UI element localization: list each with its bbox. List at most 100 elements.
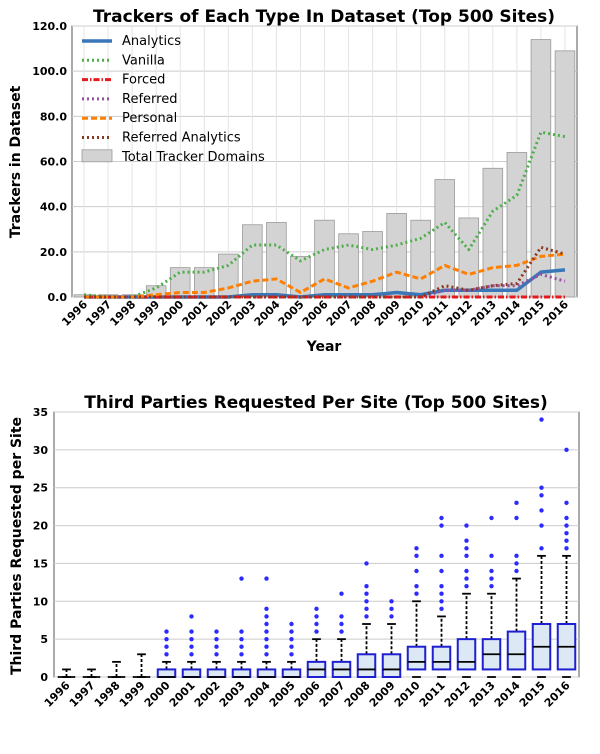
chart2-x-tick-label: 2011 xyxy=(417,679,448,710)
box-outlier xyxy=(189,614,194,619)
box-outlier xyxy=(539,493,544,498)
box-outlier xyxy=(164,636,169,642)
chart2-x-tick-label: 2001 xyxy=(167,679,198,710)
box-iqr xyxy=(231,668,252,679)
box-iqr xyxy=(506,630,527,671)
chart2-boxes xyxy=(57,417,577,679)
chart2-x-tick-label: 2003 xyxy=(217,679,248,710)
box-outlier xyxy=(514,500,519,506)
box-outlier xyxy=(464,523,469,528)
box-outlier xyxy=(564,530,569,536)
chart2-plot-area xyxy=(53,411,580,678)
box-outlier xyxy=(264,614,269,619)
box-outlier xyxy=(264,652,269,657)
box-outlier xyxy=(564,523,569,528)
chart1-y-ticks: 0.0 20.0 40.0 60.0 80.0 100.0 120.0 xyxy=(32,20,67,304)
box-outlier xyxy=(314,629,319,634)
box-outlier xyxy=(564,546,569,551)
chart2-x-tick-label: 2016 xyxy=(542,679,573,710)
chart1-x-tick-label: 2009 xyxy=(372,298,403,329)
chart2-x-tick-label: 2004 xyxy=(242,679,273,710)
box-outlier xyxy=(464,546,469,551)
box-outlier xyxy=(364,606,369,612)
chart1-x-tick-label: 2016 xyxy=(540,298,571,329)
box-outlier xyxy=(514,568,519,574)
chart2-y-axis-label: Third Parties Requested per Site xyxy=(9,417,25,675)
chart2-y-tick-label: 35 xyxy=(33,406,48,419)
chart1-lines xyxy=(83,130,566,299)
total-tracker-bar xyxy=(242,224,263,298)
chart1-x-tick-label: 2003 xyxy=(228,298,259,329)
chart1-y-tick-label: 120.0 xyxy=(32,20,67,33)
legend-label: Vanilla xyxy=(122,53,165,68)
box-outlier xyxy=(514,561,519,566)
box-outlier xyxy=(164,629,169,634)
box-iqr xyxy=(406,645,427,671)
chart1-y-tick-label: 60.0 xyxy=(40,156,67,169)
box-outlier xyxy=(489,576,494,581)
box-outlier xyxy=(564,515,569,521)
box-outlier xyxy=(414,568,419,574)
box-outlier xyxy=(189,636,194,642)
box-outlier xyxy=(489,553,494,559)
chart2-x-tick-label: 1997 xyxy=(67,679,98,710)
chart2-y-ticks: 0 5 10 15 20 25 30 35 xyxy=(33,406,49,684)
chart1-x-tick-label: 2008 xyxy=(348,298,379,329)
box-outlier xyxy=(289,644,294,649)
box-outlier xyxy=(214,636,219,642)
chart1-x-tick-label: 2004 xyxy=(252,298,283,329)
chart1-y-tick-label: 100.0 xyxy=(32,65,67,78)
chart1-x-tick-label: 2006 xyxy=(300,298,331,329)
box-outlier xyxy=(464,576,469,581)
total-tracker-bar xyxy=(386,213,407,298)
box-outlier xyxy=(489,568,494,574)
chart1-x-tick-label: 2000 xyxy=(155,298,186,329)
total-tracker-bar xyxy=(554,50,576,298)
chart1-y-tick-label: 80.0 xyxy=(40,110,67,123)
box-iqr xyxy=(256,668,277,679)
box-iqr xyxy=(281,668,302,679)
box-outlier xyxy=(314,621,319,627)
box-outlier xyxy=(239,629,244,634)
chart1-x-tick-label: 2002 xyxy=(204,298,235,329)
box-outlier xyxy=(339,614,344,619)
series-line-vanilla xyxy=(83,130,566,299)
box-outlier xyxy=(564,500,569,506)
legend-label: Forced xyxy=(122,73,165,88)
chart2-x-ticks: 1996199719981999200020012002200320042005… xyxy=(42,679,573,710)
chart2-x-tick-label: 2010 xyxy=(392,679,423,710)
box-outlier xyxy=(189,652,194,657)
legend-label: Personal xyxy=(122,111,177,126)
box-outlier xyxy=(314,614,319,619)
chart1-x-tick-label: 1997 xyxy=(83,298,114,329)
box-outlier xyxy=(289,629,294,634)
box-outlier xyxy=(339,591,344,596)
box-outlier xyxy=(239,652,244,657)
box-outlier xyxy=(364,614,369,619)
chart1-y-axis-label: Trackers in Dataset xyxy=(8,85,24,238)
total-tracker-bar xyxy=(482,167,504,298)
box-outlier xyxy=(414,553,419,559)
legend-swatch-total-tracker-domains xyxy=(81,149,113,163)
box-iqr xyxy=(206,668,227,679)
box-outlier xyxy=(264,636,269,642)
box-outlier xyxy=(439,515,444,521)
box-outlier xyxy=(564,447,569,453)
legend-label: Referred Analytics xyxy=(122,131,241,146)
series-line-referred-analytics xyxy=(84,245,566,299)
chart2-x-tick-label: 2014 xyxy=(492,679,523,710)
total-tracker-bar xyxy=(458,217,480,298)
chart2-x-tick-label: 2000 xyxy=(142,679,173,710)
box-outlier xyxy=(264,621,269,627)
box-outlier xyxy=(514,553,519,559)
box-outlier xyxy=(264,606,269,612)
box-outlier xyxy=(289,652,294,657)
chart1-x-tick-label: 1998 xyxy=(107,298,138,329)
box-outlier xyxy=(439,523,444,528)
chart1-x-ticks: 1996199719981999200020012002200320042005… xyxy=(59,298,571,329)
box-outlier xyxy=(389,599,394,604)
box-outlier xyxy=(314,606,319,612)
box-outlier xyxy=(464,553,469,559)
chart2-x-tick-label: 1999 xyxy=(117,679,148,710)
